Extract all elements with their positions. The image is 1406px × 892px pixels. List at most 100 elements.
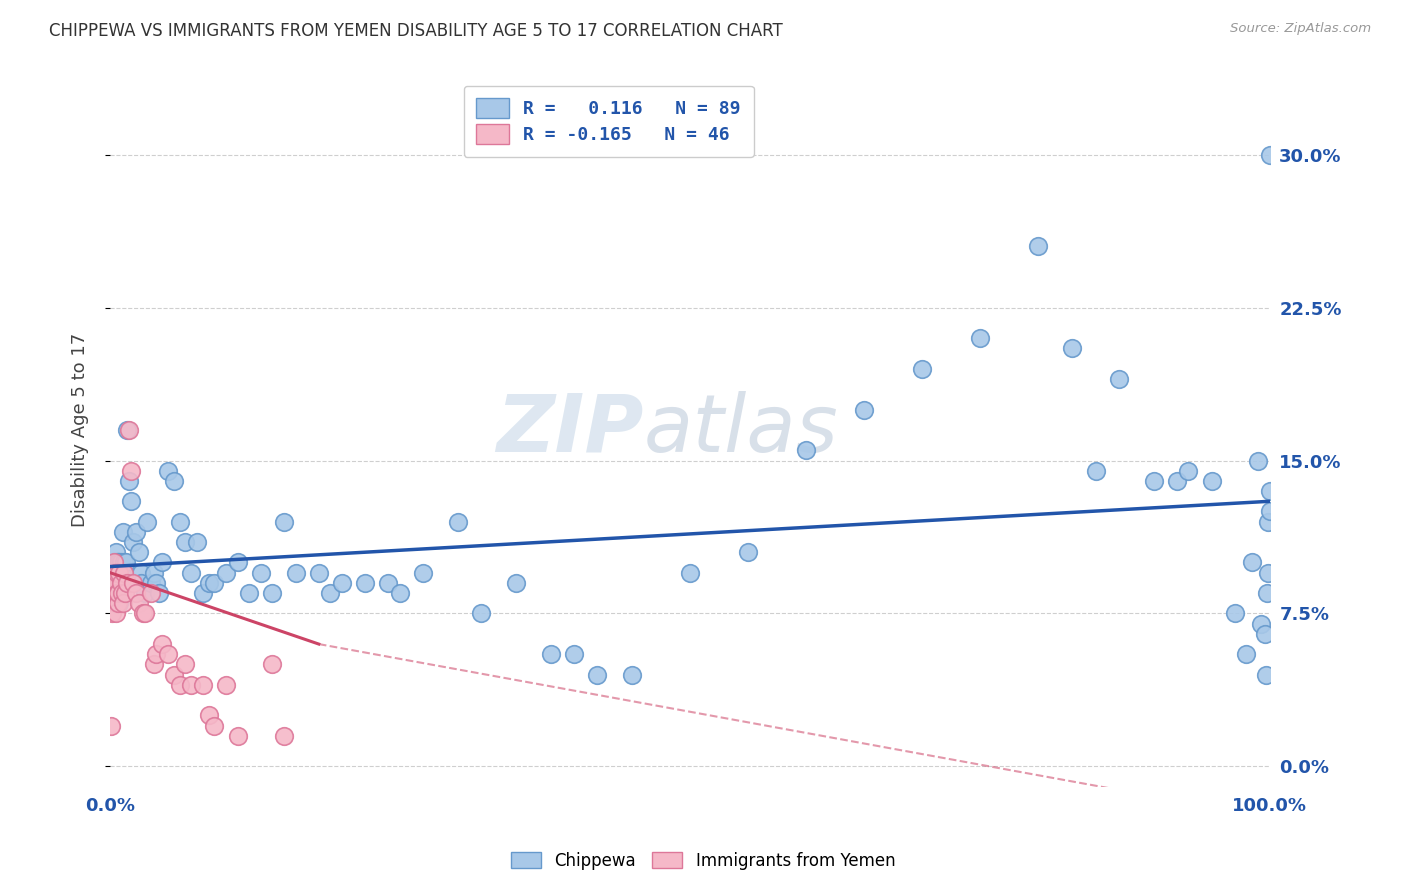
Point bbox=[249, 566, 271, 580]
Point bbox=[388, 586, 411, 600]
Point bbox=[1241, 556, 1264, 570]
Point bbox=[134, 607, 156, 621]
Point bbox=[101, 607, 124, 621]
Point bbox=[111, 524, 134, 539]
Point bbox=[1254, 667, 1277, 681]
Point bbox=[1256, 586, 1278, 600]
Point bbox=[215, 566, 238, 580]
Y-axis label: Disability Age 5 to 17: Disability Age 5 to 17 bbox=[72, 333, 89, 527]
Point bbox=[586, 667, 609, 681]
Point bbox=[145, 647, 167, 661]
Point bbox=[204, 575, 226, 590]
Point bbox=[852, 402, 875, 417]
Point bbox=[117, 423, 139, 437]
Point bbox=[107, 586, 129, 600]
Point bbox=[562, 647, 585, 661]
Point bbox=[139, 586, 162, 600]
Point bbox=[120, 464, 142, 478]
Point bbox=[110, 575, 132, 590]
Point bbox=[111, 586, 134, 600]
Point bbox=[114, 575, 136, 590]
Text: ZIP: ZIP bbox=[496, 391, 644, 469]
Point bbox=[197, 708, 219, 723]
Point bbox=[143, 566, 166, 580]
Point bbox=[204, 719, 226, 733]
Point bbox=[105, 566, 128, 580]
Point bbox=[1223, 607, 1246, 621]
Point bbox=[104, 575, 127, 590]
Point bbox=[104, 607, 127, 621]
Point bbox=[330, 575, 353, 590]
Point bbox=[107, 556, 129, 570]
Point bbox=[540, 647, 562, 661]
Point bbox=[737, 545, 759, 559]
Point bbox=[1108, 372, 1130, 386]
Point bbox=[139, 575, 162, 590]
Point bbox=[1258, 147, 1281, 161]
Point bbox=[215, 678, 238, 692]
Point bbox=[104, 586, 127, 600]
Point bbox=[157, 647, 180, 661]
Point bbox=[103, 566, 125, 580]
Point bbox=[226, 729, 249, 743]
Point bbox=[163, 474, 186, 488]
Point bbox=[108, 566, 131, 580]
Point bbox=[150, 637, 173, 651]
Point bbox=[1258, 484, 1281, 499]
Point bbox=[104, 596, 127, 610]
Text: atlas: atlas bbox=[644, 391, 838, 469]
Point bbox=[262, 586, 284, 600]
Legend: R =   0.116   N = 89, R = -0.165   N = 46: R = 0.116 N = 89, R = -0.165 N = 46 bbox=[464, 86, 754, 157]
Point bbox=[505, 575, 527, 590]
Point bbox=[180, 566, 202, 580]
Point bbox=[1258, 504, 1281, 518]
Point bbox=[124, 586, 146, 600]
Point bbox=[107, 575, 129, 590]
Point bbox=[108, 596, 131, 610]
Point bbox=[115, 556, 138, 570]
Point bbox=[1026, 239, 1049, 253]
Point bbox=[131, 566, 153, 580]
Point bbox=[620, 667, 643, 681]
Point bbox=[1142, 474, 1164, 488]
Point bbox=[128, 545, 150, 559]
Point bbox=[911, 361, 934, 376]
Point bbox=[226, 556, 249, 570]
Point bbox=[238, 586, 260, 600]
Point bbox=[1257, 515, 1279, 529]
Point bbox=[157, 464, 180, 478]
Point bbox=[679, 566, 702, 580]
Point bbox=[273, 729, 295, 743]
Point bbox=[1062, 341, 1084, 355]
Point bbox=[112, 566, 135, 580]
Point bbox=[117, 423, 139, 437]
Point bbox=[117, 474, 139, 488]
Point bbox=[110, 566, 132, 580]
Point bbox=[104, 575, 127, 590]
Point bbox=[1250, 616, 1272, 631]
Point bbox=[117, 575, 139, 590]
Point bbox=[1166, 474, 1188, 488]
Point bbox=[131, 575, 153, 590]
Point bbox=[104, 566, 127, 580]
Point bbox=[319, 586, 342, 600]
Point bbox=[143, 657, 166, 672]
Point bbox=[163, 667, 186, 681]
Point bbox=[1084, 464, 1107, 478]
Point bbox=[103, 556, 125, 570]
Point bbox=[969, 331, 991, 345]
Point bbox=[191, 678, 214, 692]
Point bbox=[1247, 453, 1270, 467]
Point bbox=[169, 515, 191, 529]
Point bbox=[273, 515, 295, 529]
Point bbox=[262, 657, 284, 672]
Point bbox=[186, 535, 208, 549]
Point bbox=[107, 596, 129, 610]
Point bbox=[111, 596, 134, 610]
Point bbox=[1254, 627, 1277, 641]
Point bbox=[120, 494, 142, 508]
Point bbox=[470, 607, 492, 621]
Point bbox=[174, 535, 197, 549]
Point bbox=[169, 678, 191, 692]
Point bbox=[284, 566, 307, 580]
